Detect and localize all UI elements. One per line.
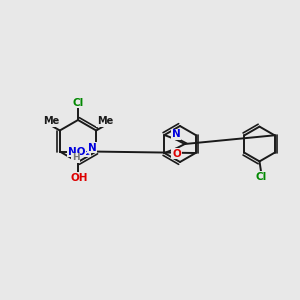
Text: H: H xyxy=(72,153,80,162)
Text: Me: Me xyxy=(43,116,59,126)
Text: Me: Me xyxy=(97,116,113,126)
Text: N: N xyxy=(172,129,181,140)
Text: O: O xyxy=(172,148,181,159)
Text: Cl: Cl xyxy=(255,172,267,182)
Text: NO₂: NO₂ xyxy=(68,146,90,157)
Text: OH: OH xyxy=(70,173,88,183)
Text: Cl: Cl xyxy=(72,98,84,108)
Text: N: N xyxy=(88,142,97,153)
